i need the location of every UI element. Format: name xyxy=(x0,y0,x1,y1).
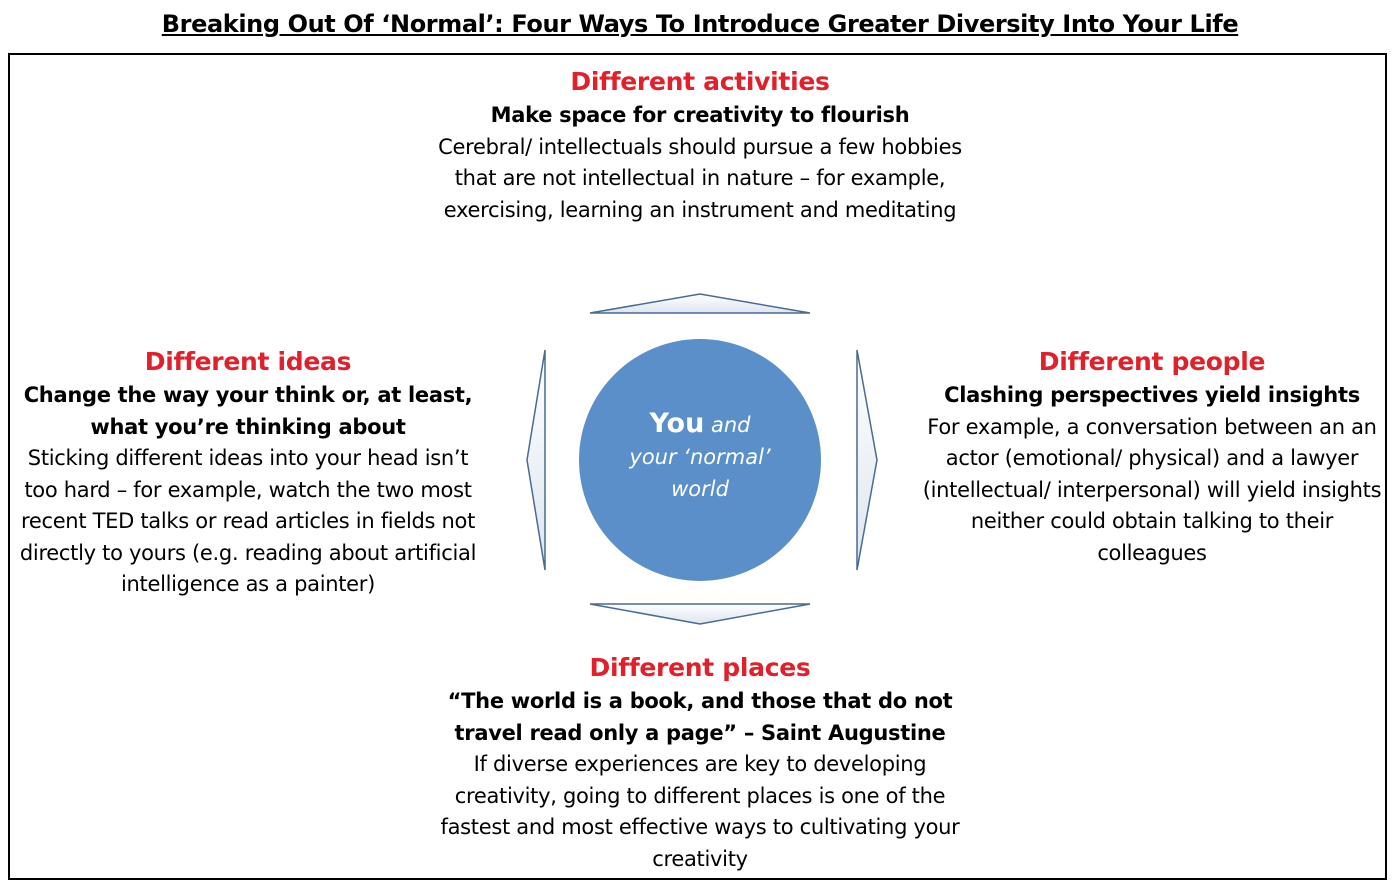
heading-different-places: Different places xyxy=(589,653,811,682)
heading-different-people: Different people xyxy=(1038,347,1266,376)
body-text-top: Cerebral/ intellectuals should pursue a … xyxy=(438,134,962,222)
body-text-bottom: If diverse experiences are key to develo… xyxy=(440,752,960,871)
direction-block-left: Different ideas Change the way your thin… xyxy=(10,344,486,601)
direction-block-bottom: Different places “The world is a book, a… xyxy=(430,650,970,875)
subheading-right: Clashing perspectives yield insights xyxy=(944,383,1360,407)
direction-block-right: Different people Clashing perspectives y… xyxy=(916,344,1388,569)
arrow-right-icon xyxy=(856,349,878,571)
center-line-2: your ‘normal’ xyxy=(629,445,771,469)
arrow-up-icon xyxy=(589,293,811,314)
subheading-left: Change the way your think or, at least, … xyxy=(23,383,473,439)
center-line-3: world xyxy=(671,477,729,501)
page-title: Breaking Out Of ‘Normal’: Four Ways To I… xyxy=(161,10,1239,38)
direction-block-top: Different activities Make space for crea… xyxy=(430,64,970,226)
center-and-label: and xyxy=(711,413,751,437)
arrow-down-icon xyxy=(589,603,811,625)
heading-different-ideas: Different ideas xyxy=(144,347,352,376)
subheading-top: Make space for creativity to flourish xyxy=(490,103,910,127)
heading-different-activities: Different activities xyxy=(570,67,830,96)
subheading-bottom: “The world is a book, and those that do … xyxy=(447,689,953,745)
center-you-label: You xyxy=(649,408,705,439)
arrow-left-icon xyxy=(526,349,546,571)
diagram-frame xyxy=(8,53,1387,880)
center-label: You and your ‘normal’ world xyxy=(595,408,805,505)
body-text-left: Sticking different ideas into your head … xyxy=(19,446,477,596)
center-circle xyxy=(579,339,821,581)
body-text-right: For example, a conversation between an a… xyxy=(922,414,1382,565)
